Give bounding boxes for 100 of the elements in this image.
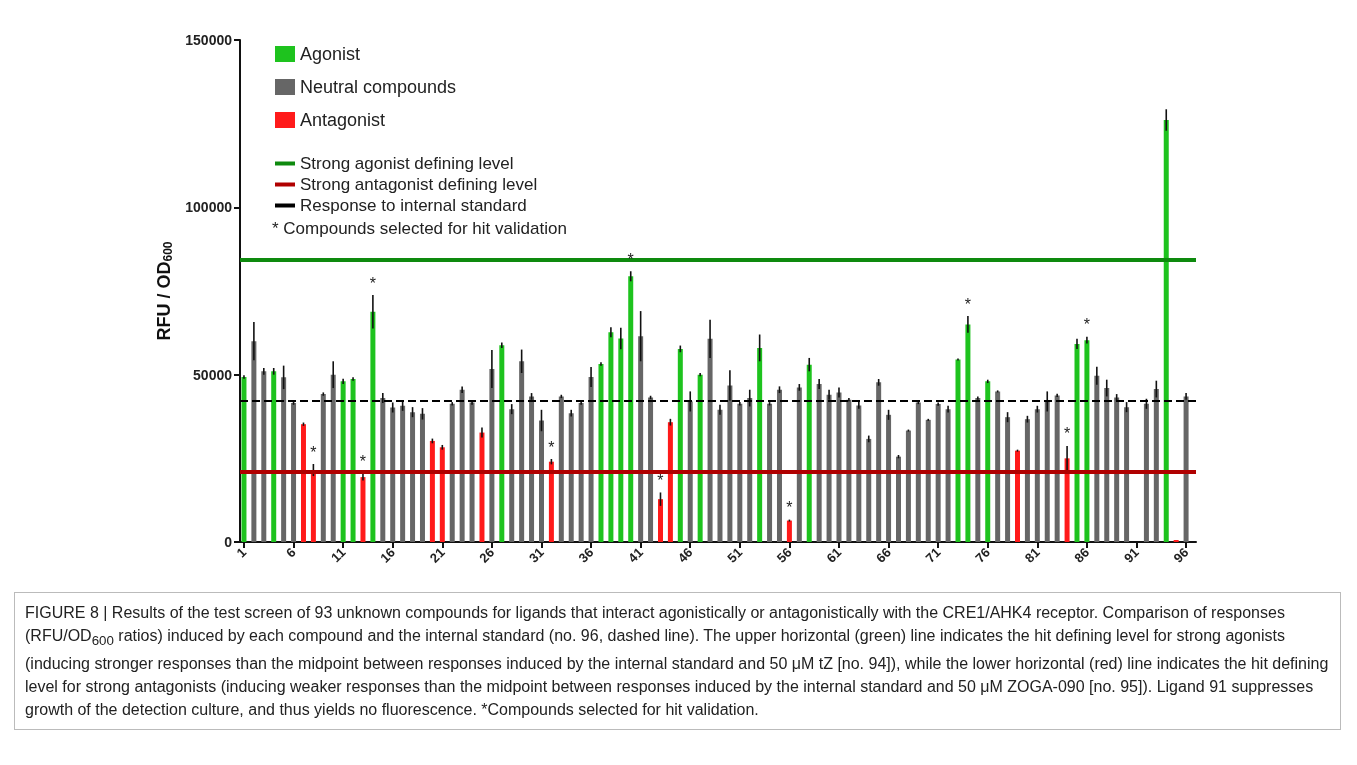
- bar: [925, 419, 931, 542]
- x-tick-label: 6: [283, 544, 299, 561]
- bar: [499, 345, 505, 542]
- bar: [251, 341, 257, 542]
- bar: [677, 348, 683, 542]
- bar: [380, 398, 386, 542]
- bar: [717, 409, 723, 542]
- bar: [479, 432, 485, 542]
- bar: [1044, 401, 1050, 542]
- bar: [727, 385, 733, 542]
- bar: [915, 402, 921, 542]
- annotation: *: [369, 274, 377, 292]
- bar: [905, 430, 911, 542]
- bar: [697, 374, 703, 542]
- x-tick-label: 71: [922, 544, 944, 566]
- bar: [648, 397, 654, 542]
- x-tick-label: 86: [1071, 544, 1093, 566]
- bar: [826, 394, 832, 542]
- bar: [1024, 419, 1030, 542]
- bar: [271, 371, 277, 542]
- caption: FIGURE 8 | Results of the test screen of 93 unknown compounds for ligands that interact agonistically or antagonistically with the CRE1/AHK4 receptor. Comparison of responses (RFU/OD$_{600}$ ratios) induced by each compound and the internal standard (no. 96, dashed line). The upper horizontal (green) line indicates the hit defining level for strong agonists (inducing stronger responses than the midpoint between responses induced by the internal standard and 50 μM tZ [no. 94]), while the lower horizontal (red) line indicates the hit defining level for strong antagonists (inducing weaker responses than the midpoint between responses induced by the internal standard and 50 μM ZOGA-090 [no. 95]). Ligand 91 suppresses growth of the detection culture, and thus yields no fluorescence. *Compounds selected for hit validation.: [14, 592, 1341, 731]
- x-tick-label: 51: [724, 544, 746, 566]
- bar: [796, 387, 802, 542]
- x-tick-label: 1: [233, 544, 250, 561]
- bar: [429, 440, 435, 542]
- annotation: *: [310, 443, 317, 461]
- x-tick-label: 31: [525, 544, 547, 566]
- bar: [1124, 407, 1130, 542]
- bar: [866, 438, 872, 542]
- bar: [489, 368, 495, 542]
- bar: [806, 364, 812, 542]
- bar: [965, 324, 971, 542]
- y-tick-label: 50000: [193, 366, 233, 383]
- bar: [439, 447, 445, 542]
- bar: [1005, 417, 1011, 542]
- x-tick-label: 21: [426, 544, 448, 566]
- bar: [509, 409, 515, 542]
- legend-label: Antagonist: [300, 110, 386, 130]
- bar: [300, 424, 306, 542]
- bar: [370, 311, 376, 542]
- bar: [767, 403, 773, 542]
- bar: [340, 381, 346, 542]
- x-tick-label: 81: [1021, 544, 1043, 566]
- bar: [519, 361, 525, 542]
- bar: [955, 359, 961, 542]
- x-tick-label: 36: [575, 544, 597, 566]
- bar: [469, 402, 475, 542]
- y-tick-label: 100000: [185, 199, 233, 216]
- bar: [836, 392, 842, 542]
- x-tick-label: 41: [625, 544, 646, 566]
- x-tick-label: 11: [328, 544, 349, 566]
- bar: [628, 276, 634, 542]
- bar: [995, 391, 1001, 542]
- bar: [350, 379, 356, 542]
- bar: [241, 377, 247, 542]
- bar: [975, 398, 981, 542]
- legend-label: Strong agonist defining level: [300, 154, 514, 173]
- bar: [449, 403, 455, 542]
- bar: [737, 403, 743, 542]
- x-tick-label: 66: [873, 544, 894, 566]
- bar: [400, 405, 406, 542]
- bar: [598, 363, 604, 542]
- bar: [757, 347, 763, 542]
- bar: [1034, 409, 1040, 542]
- annotation: *: [964, 295, 972, 313]
- bar: [360, 477, 366, 542]
- annotation: * Compounds selected for hit validation: [272, 219, 567, 238]
- annotation: *: [1083, 316, 1091, 334]
- y-axis-title: RFU / OD600: [154, 241, 176, 341]
- bar: [410, 412, 416, 542]
- legend-label: Neutral compounds: [300, 77, 457, 97]
- bar: [558, 396, 564, 542]
- bar: [320, 394, 326, 542]
- bar: [608, 332, 614, 542]
- bar: [1143, 403, 1149, 542]
- legend-label: Agonist: [300, 44, 361, 64]
- bar: [1054, 395, 1060, 542]
- x-tick-label: 61: [823, 544, 845, 566]
- bar: [1104, 388, 1110, 542]
- bar: [945, 409, 951, 542]
- bar: [568, 413, 574, 542]
- annotation: *: [1063, 425, 1071, 443]
- x-tick-label: 76: [972, 544, 994, 566]
- bar: [856, 405, 862, 542]
- bar: [1114, 397, 1120, 542]
- annotation: *: [359, 453, 367, 471]
- annotation: *: [786, 499, 793, 517]
- bar: [548, 461, 554, 542]
- bar: [786, 520, 792, 542]
- bar: [985, 381, 991, 542]
- bar: [538, 420, 544, 542]
- legend-label: Strong antagonist defining level: [300, 175, 538, 194]
- bar: [261, 371, 267, 542]
- annotation: *: [548, 438, 555, 456]
- bar: [886, 414, 892, 542]
- y-tick-label: 0: [224, 534, 233, 550]
- bar: [390, 407, 396, 542]
- bar: [707, 338, 713, 542]
- bar: [459, 389, 465, 542]
- bar: [1014, 450, 1020, 542]
